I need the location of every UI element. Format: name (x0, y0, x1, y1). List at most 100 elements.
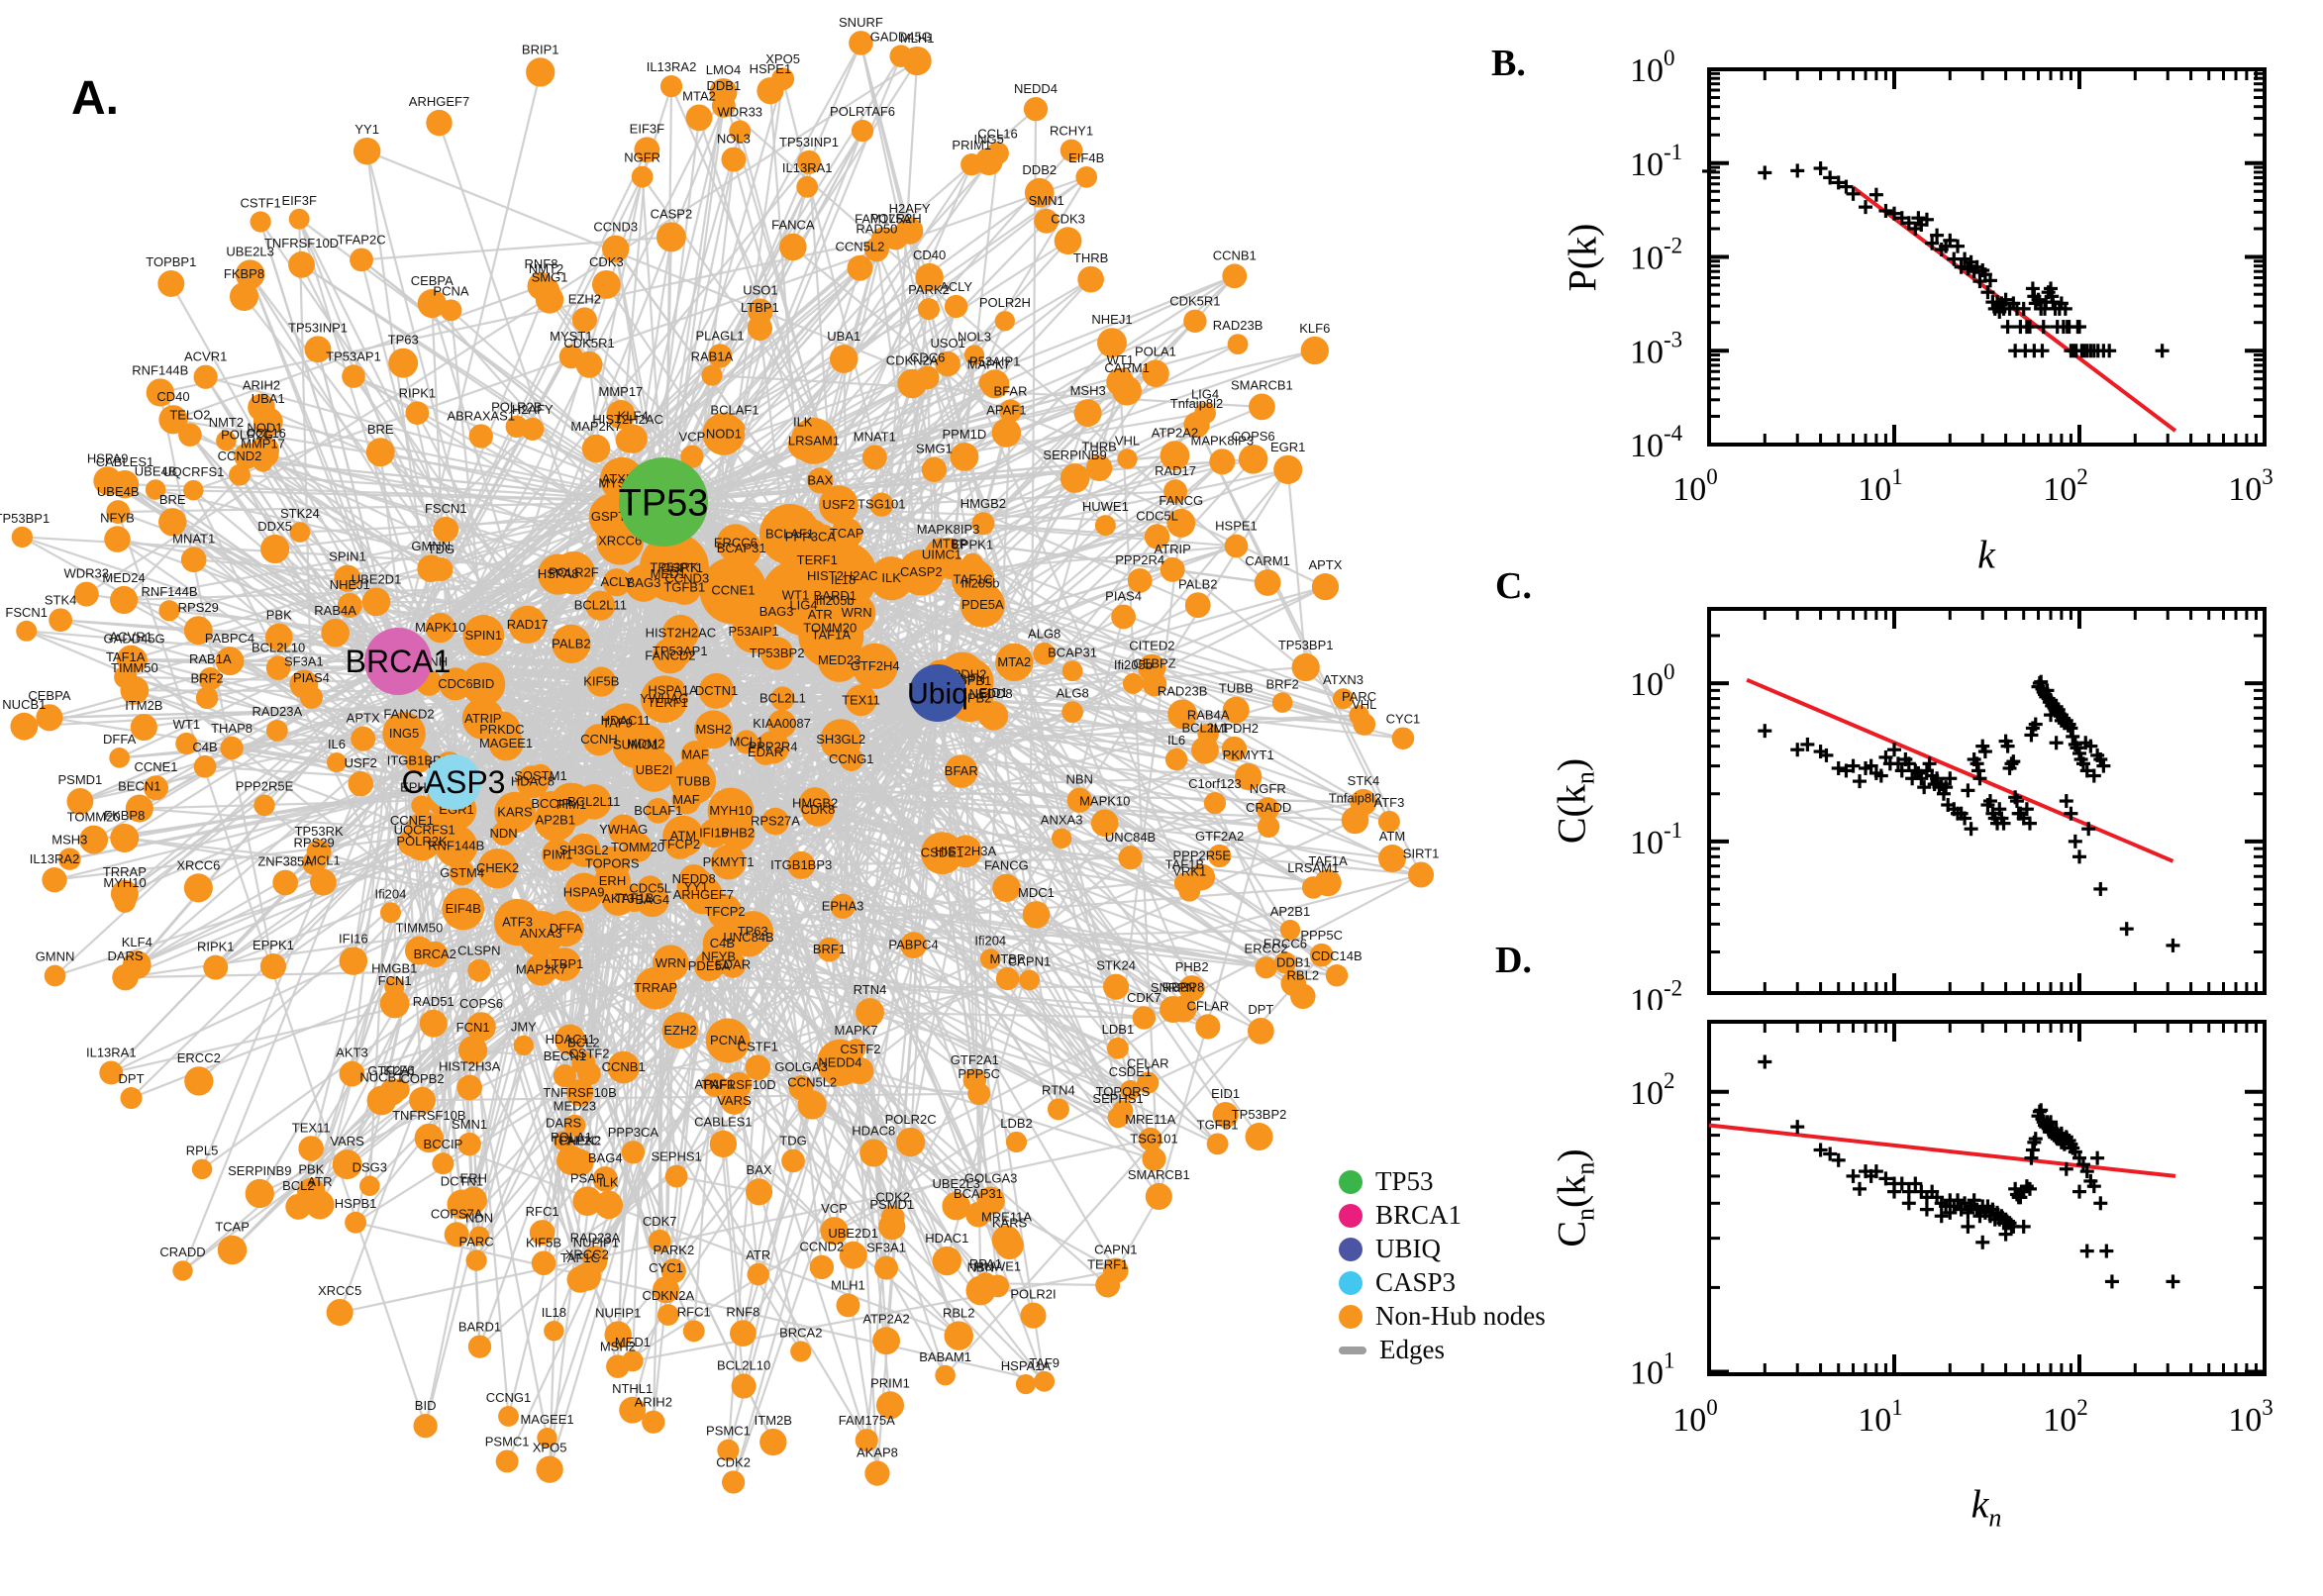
gene-label: BCAP31 (954, 1186, 1003, 1201)
network-node (456, 1074, 482, 1101)
network-node (198, 666, 223, 691)
network-node (694, 951, 725, 982)
gene-label: NEDD8 (969, 686, 1013, 701)
gene-label: ILK (793, 414, 813, 429)
network-node (1085, 454, 1113, 482)
gene-label: ATRIP (464, 711, 501, 726)
tick-label: 10-4 (1630, 421, 1683, 464)
network-node (260, 534, 290, 564)
network-node (413, 1414, 438, 1439)
network-node (498, 1406, 519, 1427)
gene-label: CYC1 (1386, 711, 1421, 726)
gene-label: EZH2 (568, 291, 601, 306)
gene-label: YWHAG (599, 822, 648, 837)
network-node (1245, 1123, 1273, 1151)
axis-ticks (1707, 1022, 2267, 1374)
gene-label: CASP2 (651, 206, 693, 221)
network-node (729, 918, 768, 957)
network-node (1224, 534, 1249, 558)
gene-label: RAD17 (507, 617, 549, 632)
network-node (195, 686, 219, 710)
gene-label: RBBP8 (1162, 980, 1205, 995)
network-node (16, 620, 38, 642)
network-node (779, 233, 807, 261)
network-node (1127, 567, 1153, 593)
gene-label: NGFR (624, 150, 660, 165)
network-node (1022, 901, 1051, 929)
gene-label: BAX (747, 1162, 772, 1177)
gene-label: MED23 (554, 1099, 596, 1114)
network-nodes (10, 31, 1435, 1494)
network-node (935, 1364, 956, 1386)
gene-label: WDR33 (718, 105, 763, 120)
network-node (513, 1035, 534, 1056)
hub-node-ubiq (909, 664, 966, 722)
network-node (145, 479, 166, 500)
gene-label: RIPK1 (399, 385, 437, 400)
gene-label: MSH3 (51, 832, 87, 847)
network-node (994, 311, 1015, 332)
network-node (1350, 788, 1377, 816)
network-node (104, 526, 131, 552)
network-node (531, 1250, 556, 1276)
network-node (334, 564, 361, 592)
network-node (365, 438, 395, 467)
hub-node-brca1 (364, 628, 432, 695)
network-node (932, 1246, 962, 1276)
gene-label: RPA1 (969, 1256, 1002, 1271)
gene-label: CCNE1 (134, 759, 177, 774)
gene-label: BCAP31 (717, 541, 766, 555)
network-node (1106, 1037, 1129, 1059)
network-node (488, 726, 524, 761)
network-node (289, 669, 319, 699)
panel-d-label: D. (1495, 940, 1532, 981)
gene-label: THRB (1073, 250, 1108, 265)
gene-label: MAGEE1 (520, 1412, 573, 1427)
gene-label: CSDE1 (1109, 1064, 1152, 1079)
gene-label: HSPE1 (1215, 519, 1258, 534)
network-node (635, 883, 669, 918)
gene-label: APTX (347, 711, 380, 726)
gene-label: SH3GL2 (816, 732, 865, 747)
gene-label: MTA2 (997, 654, 1031, 669)
network-node (1254, 569, 1281, 596)
gene-label: EDAR (715, 956, 751, 971)
network-node (1090, 809, 1119, 838)
gene-label: USO1 (930, 336, 964, 350)
network-node (508, 605, 547, 644)
network-node (342, 364, 365, 388)
network-node (193, 364, 218, 389)
network-node (721, 1470, 746, 1494)
network-edges (21, 42, 1423, 1483)
gene-label: ALG8 (1056, 685, 1088, 700)
panel-d-xlabel: kn (1970, 1481, 2002, 1533)
network-node (581, 434, 611, 463)
network-node (918, 298, 940, 321)
gene-label: UNC84B (723, 930, 773, 945)
gene-label: CSTF2 (568, 1047, 609, 1061)
network-node (250, 211, 271, 233)
gene-label: WDR33 (64, 566, 110, 581)
gene-label: TIMM50 (111, 660, 158, 675)
network-node (1118, 846, 1143, 870)
gene-label: HUWE1 (1082, 499, 1129, 514)
gene-label: SMN1 (452, 1117, 487, 1132)
gene-label: TSG101 (1130, 1132, 1177, 1147)
network-node (1061, 701, 1083, 723)
network-node (594, 1190, 624, 1220)
gene-label: TOMM20 (67, 810, 121, 825)
network-node (699, 818, 729, 848)
gene-label: Ifi204 (974, 933, 1006, 948)
network-node (558, 345, 583, 369)
gene-label: PARC (1342, 689, 1376, 704)
network-node (1212, 1101, 1239, 1129)
network-node (648, 1229, 671, 1252)
legend-label: UBIQ (1375, 1234, 1441, 1263)
network-node (288, 250, 315, 278)
gene-label: FANCG (984, 858, 1029, 873)
network-node (477, 848, 518, 889)
gene-label: STK4 (1348, 773, 1380, 788)
gene-label: THRB (1081, 440, 1116, 454)
gene-label: EID1 (979, 685, 1008, 700)
gene-label: SMARCB1 (1231, 378, 1293, 393)
